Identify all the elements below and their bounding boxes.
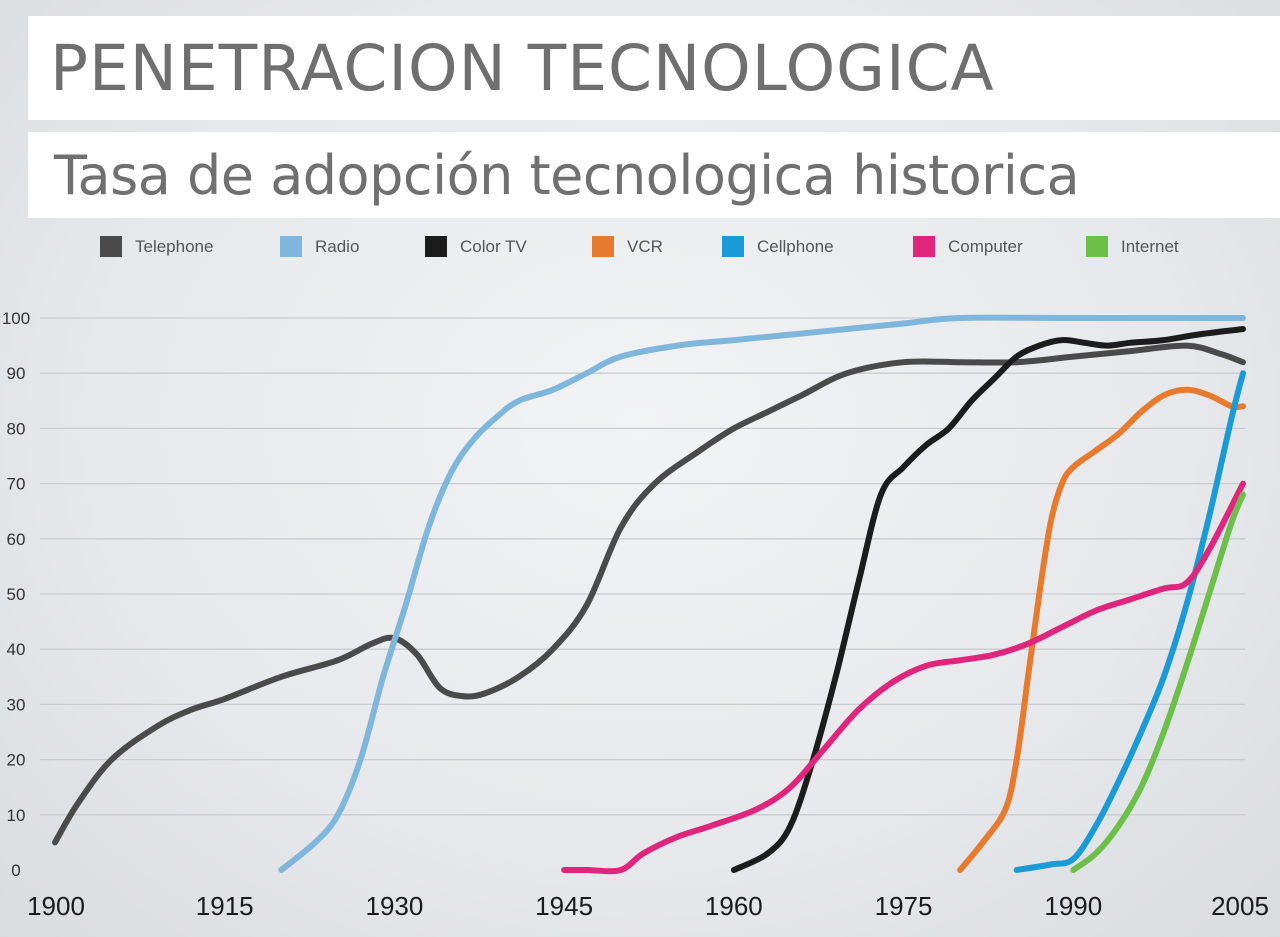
legend-label-color-tv: Color TV — [460, 237, 527, 256]
legend-swatch-radio — [280, 236, 302, 257]
legend-swatch-color-tv — [425, 236, 447, 257]
series-line-internet — [1070, 491, 1246, 873]
legend-label-vcr: VCR — [627, 237, 663, 256]
series-line-color-tv — [730, 326, 1246, 873]
legend-swatch-cellphone — [722, 236, 744, 257]
page-subtitle: Tasa de adopción tecnologica historica — [54, 143, 1080, 207]
page-title: PENETRACION TECNOLOGICA — [50, 31, 995, 105]
y-axis-ticks: 0 10 20 30 40 50 60 70 80 90 100 — [2, 309, 30, 880]
y-tick-label: 70 — [7, 475, 26, 494]
legend-label-cellphone: Cellphone — [757, 237, 834, 256]
subtitle-box: Tasa de adopción tecnologica historica — [28, 132, 1280, 218]
series-line-computer — [561, 480, 1246, 875]
legend: Telephone Radio Color TV VCR Cellphone Comput… — [100, 236, 1179, 257]
y-tick-label: 50 — [7, 585, 26, 604]
y-tick-label: 60 — [7, 530, 26, 549]
x-tick-label: 2005 — [1211, 891, 1269, 921]
y-tick-label: 20 — [7, 751, 26, 770]
legend-label-internet: Internet — [1121, 237, 1179, 256]
grid-lines — [40, 317, 1245, 816]
x-tick-label: 1990 — [1044, 891, 1102, 921]
y-tick-label: 100 — [2, 309, 30, 328]
x-tick-label: 1900 — [27, 891, 85, 921]
legend-label-computer: Computer — [948, 237, 1023, 256]
legend-label-radio: Radio — [315, 237, 359, 256]
legend-swatch-telephone — [100, 236, 122, 257]
x-tick-label: 1975 — [875, 891, 933, 921]
y-tick-label: 90 — [7, 364, 26, 383]
legend-swatch-internet — [1086, 236, 1108, 257]
x-tick-label: 1915 — [196, 891, 254, 921]
series-line-cellphone — [1013, 370, 1246, 873]
x-tick-label: 1945 — [535, 891, 593, 921]
y-tick-label: 30 — [7, 695, 26, 714]
legend-label-telephone: Telephone — [135, 237, 213, 256]
series-lines — [52, 314, 1246, 875]
y-tick-label: 80 — [7, 419, 26, 438]
x-tick-label: 1960 — [705, 891, 763, 921]
legend-swatch-vcr — [592, 236, 614, 257]
title-box: PENETRACION TECNOLOGICA — [28, 16, 1280, 120]
y-tick-label: 40 — [7, 640, 26, 659]
legend-swatch-computer — [913, 236, 935, 257]
y-tick-label: 10 — [7, 806, 26, 825]
x-tick-label: 1930 — [366, 891, 424, 921]
series-line-vcr — [957, 386, 1246, 873]
y-tick-label: 0 — [11, 861, 20, 880]
series-line-radio — [278, 314, 1246, 873]
x-axis-ticks: 1900 1915 1930 1945 1960 1975 1990 2005 — [27, 891, 1269, 921]
